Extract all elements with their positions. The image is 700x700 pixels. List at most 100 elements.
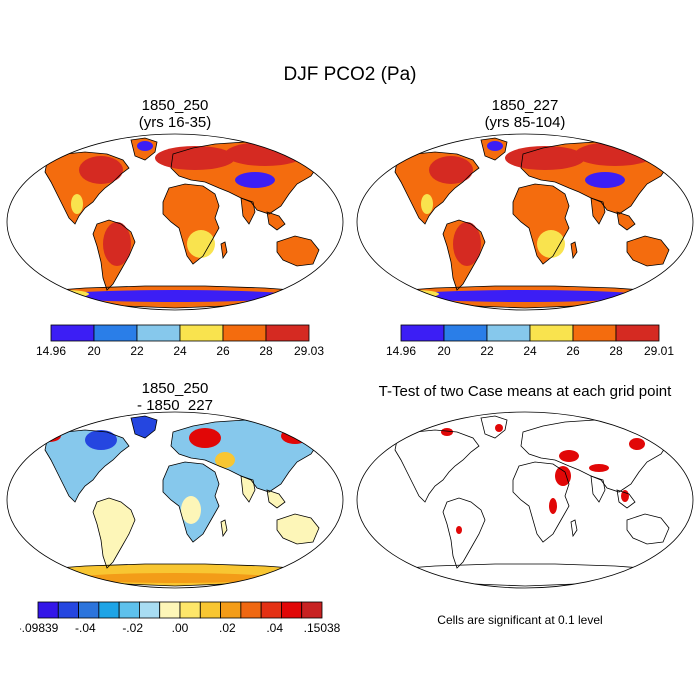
panel2-title: 1850_227 (yrs 85-104)	[375, 97, 675, 131]
color-patch	[453, 222, 481, 266]
color-patch	[137, 141, 153, 151]
land-australia	[277, 236, 319, 266]
coastline-namerica	[44, 151, 130, 225]
color-patch	[181, 496, 201, 524]
coastline-greenland	[130, 137, 158, 161]
colorbar-tick-label: 20	[437, 344, 451, 358]
colorbar-tick-label: .15038	[304, 621, 340, 635]
colorbar-tick-label: 24	[173, 344, 187, 358]
colorbar-swatch	[93, 324, 138, 342]
map-ocean	[357, 412, 693, 588]
color-patch	[75, 573, 275, 583]
colorbar-panel-1: 14.96 20 22 24 26 28 29.03	[36, 324, 324, 358]
colorbar-swatch	[136, 324, 181, 342]
coastline-namerica	[394, 151, 480, 225]
colorbar-swatch	[199, 601, 221, 619]
colorbar-swatch	[281, 601, 303, 619]
colorbar-swatch	[443, 324, 488, 342]
coastline-namerica	[394, 429, 480, 503]
map-border	[6, 411, 344, 589]
coastline-india	[590, 475, 606, 503]
color-patch	[55, 290, 295, 302]
color-patch	[487, 141, 503, 151]
colorbar-tick-label: -.02	[122, 621, 143, 635]
color-patch	[155, 146, 235, 170]
color-patch	[505, 146, 585, 170]
colorbar-swatch	[222, 324, 267, 342]
colorbar-swatch	[240, 601, 262, 619]
map-panel-ttest	[356, 411, 694, 589]
colorbar-swatch	[529, 324, 574, 342]
significant-cell	[589, 464, 609, 472]
colorbar-swatch	[179, 601, 201, 619]
significance-note: Cells are significant at 0.1 level	[437, 613, 603, 627]
colorbar-swatch	[486, 324, 531, 342]
significant-cell	[456, 526, 462, 534]
colorbar-swatch	[159, 601, 181, 619]
land-samerica	[93, 498, 135, 568]
colorbar-tick-label: 22	[130, 344, 144, 358]
coastline-africa	[512, 461, 570, 543]
color-patch	[585, 172, 625, 188]
color-patch	[71, 194, 83, 214]
colorbar-swatch	[265, 324, 310, 342]
color-patch	[225, 142, 305, 166]
colorbar-swatch	[118, 601, 140, 619]
coastline-africa	[162, 461, 220, 543]
panel1-title-line2: (yrs 16-35)	[138, 114, 212, 131]
panel1-title: 1850_250 (yrs 16-35)	[25, 97, 325, 131]
panel3-title-line1: 1850_250	[141, 380, 209, 397]
panel2-title-line2: (yrs 85-104)	[484, 114, 566, 131]
colorbar-tick-label: 26	[216, 344, 230, 358]
colorbar-swatch	[37, 601, 59, 619]
colorbar-tick-label: .02	[219, 621, 236, 635]
significant-cell	[441, 428, 453, 436]
colorbar-tick-label: 24	[523, 344, 537, 358]
colorbar-tick-label: 22	[480, 344, 494, 358]
colorbar-tick-label: 26	[566, 344, 580, 358]
color-patch	[421, 194, 433, 214]
color-patch	[429, 156, 473, 184]
coastline-samerica	[442, 497, 486, 569]
land-australia	[627, 236, 669, 266]
coastline-samerica	[92, 497, 136, 569]
land-australia	[277, 514, 319, 544]
color-patch	[575, 142, 655, 166]
color-patch	[79, 156, 123, 184]
colorbar-swatch	[400, 324, 445, 342]
coastline-samerica	[442, 219, 486, 291]
significant-cell	[549, 498, 557, 514]
coastline-africa	[512, 183, 570, 265]
coastline-seasia	[266, 211, 286, 231]
coastline-samerica	[92, 219, 136, 291]
coastline-africa	[162, 183, 220, 265]
coastline-australia	[276, 235, 320, 267]
colorbar-tick-label: -.04	[75, 621, 96, 635]
colorbar-swatch	[57, 601, 79, 619]
coastline-madagascar	[220, 241, 228, 260]
significant-cell	[555, 466, 571, 486]
colorbar-tick-label: 14.96	[386, 344, 416, 358]
coastline-australia	[626, 235, 670, 267]
panel2-title-line1: 1850_227	[491, 97, 559, 114]
colorbar-swatch	[98, 601, 120, 619]
colorbar-tick-label: .04	[266, 621, 283, 635]
coastline-seasia	[266, 489, 286, 509]
coastline-madagascar	[220, 519, 228, 538]
panel3-title: 1850_250 - 1850_227	[25, 380, 325, 414]
map-border	[6, 133, 344, 311]
colorbar-tick-label: 28	[609, 344, 623, 358]
color-patch	[189, 428, 221, 448]
significant-cell	[495, 424, 503, 432]
coastline-namerica	[44, 429, 130, 503]
colorbar-swatch	[615, 324, 660, 342]
color-patch	[235, 172, 275, 188]
figure-title: DJF PCO2 (Pa)	[283, 64, 417, 85]
color-patch	[405, 290, 645, 302]
colorbar-swatch	[50, 324, 95, 342]
color-patch	[37, 430, 61, 442]
colorbar-tick-label: 20	[87, 344, 101, 358]
color-patch	[103, 222, 131, 266]
coastline-india	[240, 475, 256, 503]
color-patch	[41, 290, 89, 298]
